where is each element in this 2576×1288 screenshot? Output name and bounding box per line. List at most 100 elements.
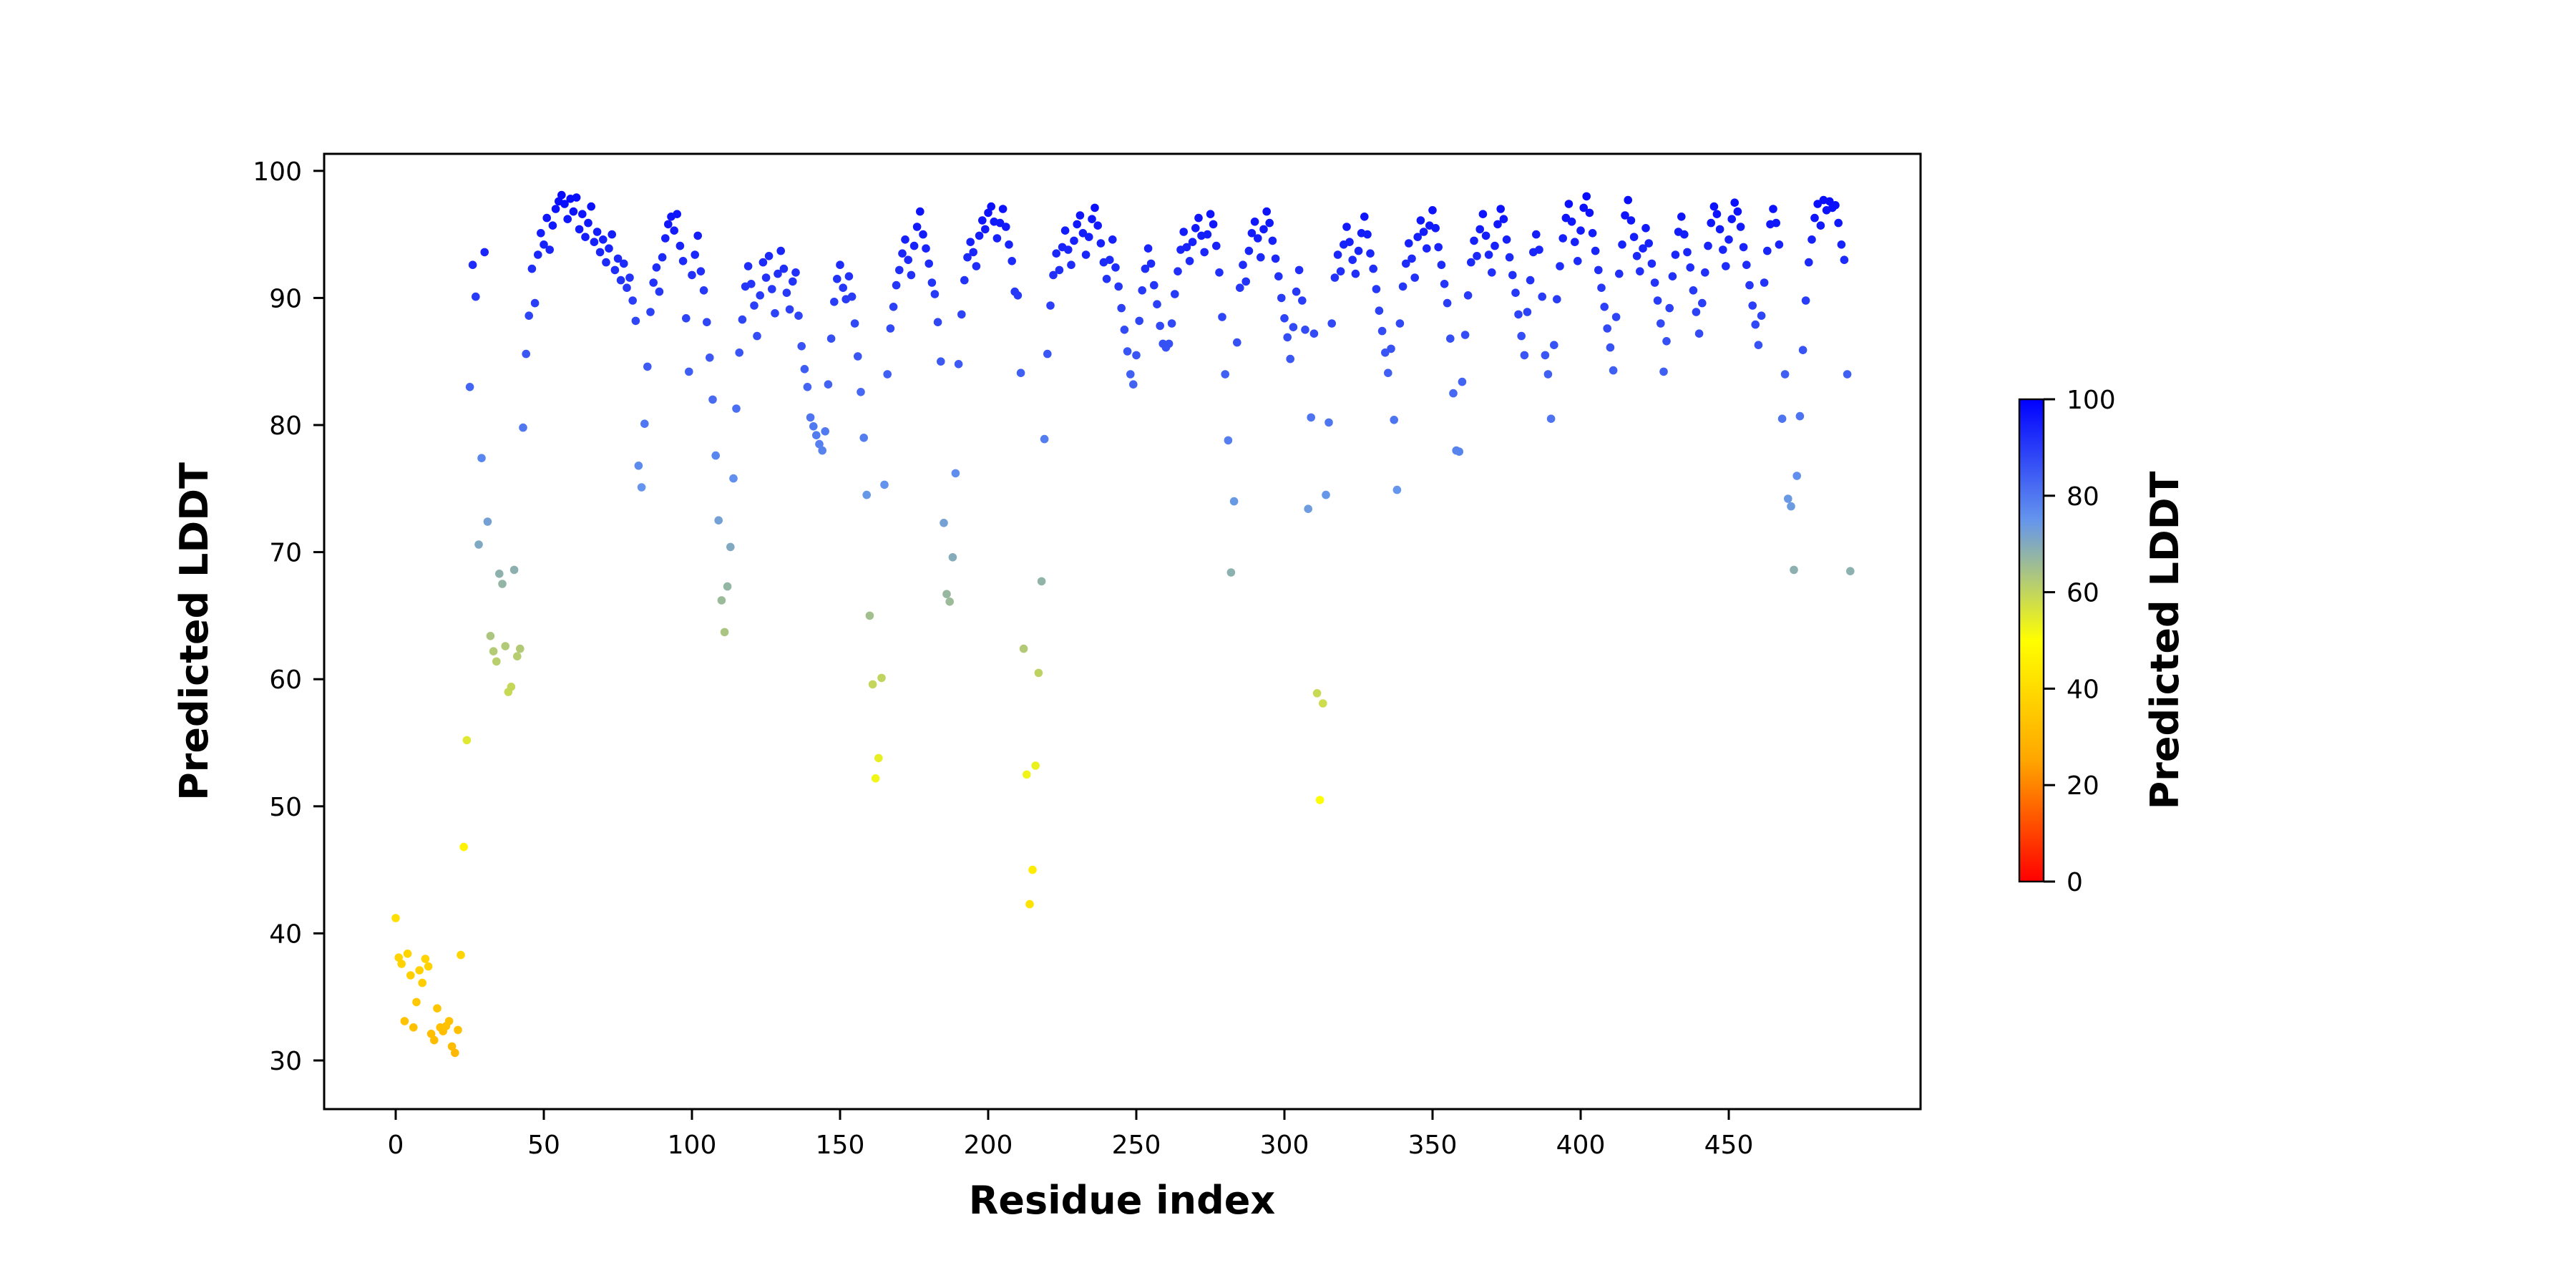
scatter-point (658, 253, 667, 262)
scatter-point (1070, 236, 1078, 245)
scatter-point (1093, 221, 1102, 230)
scatter-point (673, 210, 681, 219)
colorbar-tick-label: 40 (2067, 675, 2099, 704)
scatter-point (1171, 290, 1179, 298)
scatter-point (789, 277, 797, 286)
scatter-point (592, 228, 602, 236)
scatter-point (640, 419, 649, 428)
scatter-point (572, 193, 581, 202)
scatter-point (1286, 354, 1294, 364)
scatter-point (610, 265, 620, 275)
scatter-point (1298, 296, 1307, 305)
scatter-point (924, 259, 933, 268)
scatter-point (1410, 273, 1419, 282)
scatter-point (1200, 248, 1209, 257)
scatter-point (883, 370, 892, 379)
scatter-point (1626, 216, 1636, 225)
y-tick-label: 50 (269, 793, 302, 822)
scatter-point (800, 365, 809, 374)
scatter-point (1212, 241, 1221, 250)
scatter-point (1792, 472, 1801, 480)
scatter-point (1280, 314, 1289, 323)
colorbar-tick-label: 60 (2067, 579, 2099, 608)
scatter-point (1150, 280, 1158, 290)
scatter-point (634, 462, 643, 470)
scatter-point (620, 259, 628, 268)
scatter-point (548, 221, 557, 230)
colorbar-tick-label: 20 (2067, 771, 2099, 801)
scatter-point (509, 565, 519, 575)
scatter-point (764, 252, 774, 260)
scatter-point (1224, 436, 1233, 445)
scatter-point (747, 280, 756, 288)
scatter-point (454, 1025, 462, 1035)
scatter-point (1407, 254, 1416, 263)
scatter-point (637, 483, 646, 492)
scatter-point (1730, 198, 1739, 208)
scatter-point (1535, 245, 1543, 254)
scatter-point (1307, 413, 1315, 422)
x-tick-label: 400 (1556, 1131, 1606, 1160)
scatter-point (483, 517, 492, 526)
scatter-point (1129, 380, 1138, 389)
scatter-point (1790, 565, 1798, 575)
scatter-point (909, 241, 919, 250)
scatter-point (1114, 282, 1123, 291)
colorbar-tick-label: 80 (2067, 482, 2099, 512)
scatter-point (1215, 268, 1224, 277)
scatter-point (1564, 200, 1574, 208)
scatter-point (1031, 761, 1040, 770)
scatter-point (1106, 255, 1114, 265)
y-axis-ticks: 30 40 50 60 70 80 90 100 (253, 157, 324, 1076)
scatter-point (1247, 229, 1257, 238)
scatter-point (836, 260, 844, 270)
scatter-point (1319, 699, 1327, 708)
scatter-point (1707, 218, 1715, 228)
scatter-point (426, 1030, 436, 1038)
scatter-point (1772, 218, 1780, 228)
scatter-point (1615, 269, 1624, 278)
scatter-point (1757, 311, 1766, 321)
scatter-point (1831, 201, 1840, 210)
scatter-point (652, 263, 661, 272)
scatter-point (1493, 220, 1502, 229)
scatter-point (862, 490, 871, 499)
scatter-point (1475, 225, 1484, 234)
scatter-point (1405, 239, 1413, 248)
scatter-point (1005, 240, 1013, 249)
scatter-point (963, 253, 972, 262)
scatter-point (1689, 286, 1698, 295)
scatter-point (1336, 267, 1345, 276)
scatter-point (424, 962, 433, 971)
scatter-point (1398, 282, 1407, 291)
scatter-point (462, 736, 472, 745)
scatter-point (1805, 258, 1813, 267)
scatter-point (720, 628, 729, 637)
scatter-point (1609, 366, 1618, 375)
scatter-point (1775, 240, 1784, 249)
scatter-point (1254, 234, 1262, 243)
scatter-point (1763, 246, 1772, 255)
scatter-point (1102, 275, 1111, 283)
scatter-point (406, 971, 415, 980)
scatter-point (1257, 253, 1265, 262)
scatter-point (1135, 316, 1143, 326)
scatter-point (1840, 255, 1849, 265)
scatter-point (1517, 331, 1526, 341)
scatter-point (1239, 260, 1247, 270)
scatter-point (779, 264, 789, 273)
scatter-point (1167, 319, 1176, 328)
scatter-point (616, 275, 625, 285)
scatter-point (1644, 239, 1653, 248)
scatter-point (1588, 229, 1597, 238)
scatter-point (628, 296, 637, 305)
scatter-point (1431, 224, 1440, 233)
scatter-point (537, 229, 545, 238)
scatter-point (1138, 286, 1146, 295)
scatter-point (1751, 320, 1760, 329)
scatter-point (1120, 326, 1129, 334)
scatter-point (1523, 308, 1532, 316)
scatter-point (1440, 280, 1449, 288)
scatter-point (465, 383, 474, 391)
scatter-point (1571, 238, 1579, 247)
